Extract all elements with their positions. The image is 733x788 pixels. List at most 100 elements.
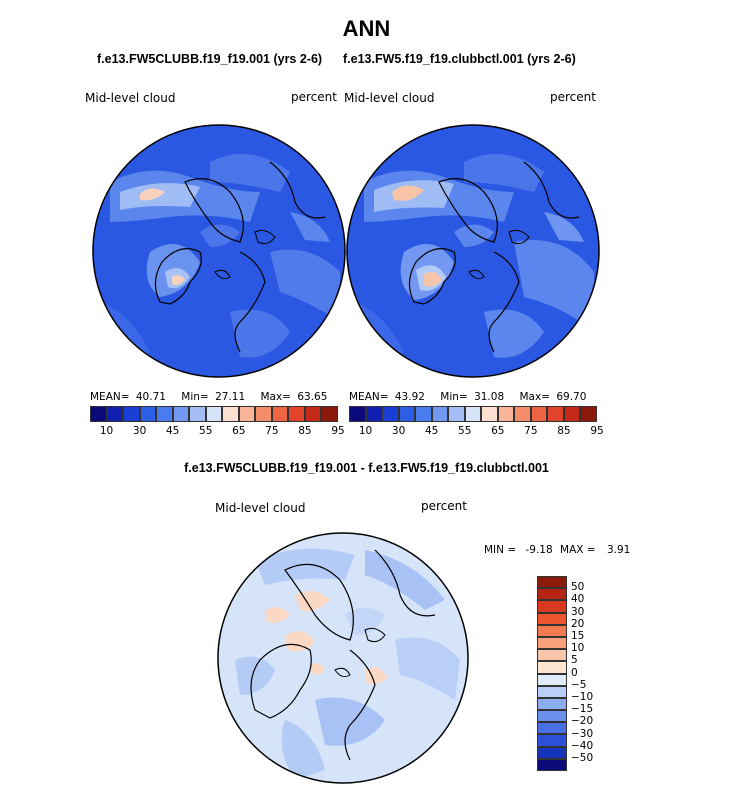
left-variable-label: Mid-level cloud [85, 91, 176, 105]
diff-colorbar-tick-label: −5 [571, 678, 587, 691]
diff-colorbar-tick-label: −15 [571, 703, 594, 716]
diff-colorbar-tick-label: −10 [571, 691, 594, 703]
right-colorbar-tick-label: 55 [458, 425, 472, 437]
diff-colorbar-tick-label: −30 [571, 727, 594, 740]
right-colorbar-tick-label: 85 [557, 425, 571, 437]
right-colorbar-swatch [382, 406, 399, 422]
left-colorbar-tick-label: 10 [99, 425, 114, 437]
diff-colorbar-tick-label: 40 [571, 593, 585, 606]
diff-colorbar-swatch [537, 661, 567, 674]
left-colorbar-swatch [189, 406, 206, 422]
left-colorbar-swatch [288, 406, 305, 422]
left-colorbar-swatch [156, 406, 173, 422]
diff-colorbar-swatch [537, 746, 567, 759]
left-colorbar-swatch [139, 406, 157, 422]
diff-min-value: -9.18 [525, 544, 553, 556]
diff-colorbar-swatch [537, 722, 567, 735]
diff-colorbar-swatch [537, 576, 567, 589]
left-mean-value: 40.71 [135, 391, 166, 403]
right-colorbar-tick-label: 95 [590, 425, 604, 437]
right-colorbar-swatch [431, 406, 449, 422]
right-colorbar-swatch [547, 406, 564, 422]
right-colorbar-swatch [497, 406, 515, 422]
right-colorbar-swatch [448, 406, 465, 422]
diff-colorbar-swatch [537, 624, 567, 637]
left-case-title: f.e13.FW5CLUBB.f19_f19.001 (yrs 2-6) [97, 52, 323, 66]
diff-colorbar-swatch [537, 588, 567, 601]
right-colorbar-swatch [530, 406, 548, 422]
right-polar-map [346, 124, 600, 378]
right-min-value: 31.08 [474, 391, 505, 403]
diff-colorbar-tick-label: 5 [571, 654, 578, 667]
diff-max-value: 3.91 [606, 544, 631, 556]
left-min-value: 27.11 [215, 391, 246, 403]
diff-colorbar-tick-label: −50 [571, 752, 594, 764]
diff-title: f.e13.FW5CLUBB.f19_f19.001 - f.e13.FW5.f… [184, 461, 549, 475]
left-colorbar-tick-label: 55 [199, 425, 213, 437]
right-mean-value: 43.92 [394, 391, 425, 403]
left-colorbar-swatch [222, 406, 239, 422]
right-colorbar-swatch [398, 406, 416, 422]
left-colorbar-swatch [321, 406, 338, 422]
left-colorbar-tick-label: 30 [132, 425, 147, 437]
diff-colorbar-tick-label: −20 [571, 715, 594, 728]
diff-colorbar-tick-label: 0 [571, 666, 578, 679]
right-case-title: f.e13.FW5.f19_f19.clubbctl.001 (yrs 2-6) [343, 52, 576, 66]
left-colorbar-tick-label: 95 [331, 425, 345, 437]
right-colorbar-swatch [481, 406, 498, 422]
left-mean-label: MEAN= [90, 391, 130, 403]
right-colorbar-swatch [349, 406, 366, 422]
diff-polar-map [217, 532, 469, 784]
diff-colorbar-tick-label: 50 [571, 581, 585, 594]
right-colorbar-tick-label: 10 [358, 425, 373, 437]
right-colorbar-swatch [580, 406, 597, 422]
left-polar-map [92, 124, 346, 378]
left-colorbar-swatch [106, 406, 124, 422]
diff-colorbar-tick-label: 10 [571, 642, 585, 655]
left-colorbar-tick-label: 45 [165, 425, 180, 437]
right-colorbar-tick-label: 75 [524, 425, 538, 437]
right-colorbar [349, 406, 597, 422]
diff-colorbar-tick-label: 20 [571, 617, 585, 630]
left-colorbar-swatch [123, 406, 140, 422]
diff-colorbar-swatch [537, 710, 567, 723]
diff-colorbar-tick-label: 30 [571, 605, 585, 618]
diff-colorbar-swatch [537, 649, 567, 662]
diff-colorbar-swatch [537, 673, 567, 686]
diff-stats: MIN = -9.18 MAX = 3.91 [484, 544, 630, 556]
diff-colorbar-swatch [537, 612, 567, 625]
diff-colorbar-ticks: 50 40 30 20 15 10 5 0 −5 −10 −15 −20 −30 −40 −50 [571, 576, 611, 776]
right-colorbar-swatch [365, 406, 383, 422]
left-colorbar-swatch [90, 406, 107, 422]
left-colorbar-swatch [205, 406, 223, 422]
left-colorbar [90, 406, 338, 422]
left-colorbar-swatch [271, 406, 289, 422]
left-stats: MEAN= 40.71 Min= 27.11 Max= 63.65 [90, 391, 327, 403]
diff-min-label: MIN = [484, 544, 517, 556]
right-units-label: percent [550, 90, 596, 104]
left-colorbar-swatch [172, 406, 190, 422]
right-colorbar-ticks: 10 30 45 55 65 75 85 95 [349, 425, 604, 439]
diff-colorbar-tick-label: −40 [571, 739, 594, 752]
left-max-value: 63.65 [297, 391, 328, 403]
left-colorbar-swatch [238, 406, 256, 422]
right-colorbar-tick-label: 65 [491, 425, 505, 437]
left-min-label: Min= [181, 391, 209, 403]
diff-variable-label: Mid-level cloud [215, 501, 306, 515]
right-min-label: Min= [440, 391, 468, 403]
right-stats: MEAN= 43.92 Min= 31.08 Max= 69.70 [349, 391, 586, 403]
diff-colorbar-swatch [537, 685, 567, 698]
right-colorbar-swatch [563, 406, 581, 422]
main-title: ANN [342, 16, 391, 41]
diff-max-label: MAX = [560, 544, 596, 556]
right-variable-label: Mid-level cloud [344, 91, 435, 105]
left-colorbar-ticks: 10 30 45 55 65 75 85 95 [90, 425, 345, 439]
diff-colorbar-tick-label: 15 [571, 630, 585, 642]
diff-colorbar-swatch [537, 758, 567, 771]
right-colorbar-tick-label: 30 [391, 425, 406, 437]
right-colorbar-swatch [464, 406, 482, 422]
right-colorbar-tick-label: 45 [424, 425, 439, 437]
right-colorbar-swatch [415, 406, 432, 422]
right-max-label: Max= [519, 391, 550, 403]
left-colorbar-tick-label: 65 [232, 425, 246, 437]
